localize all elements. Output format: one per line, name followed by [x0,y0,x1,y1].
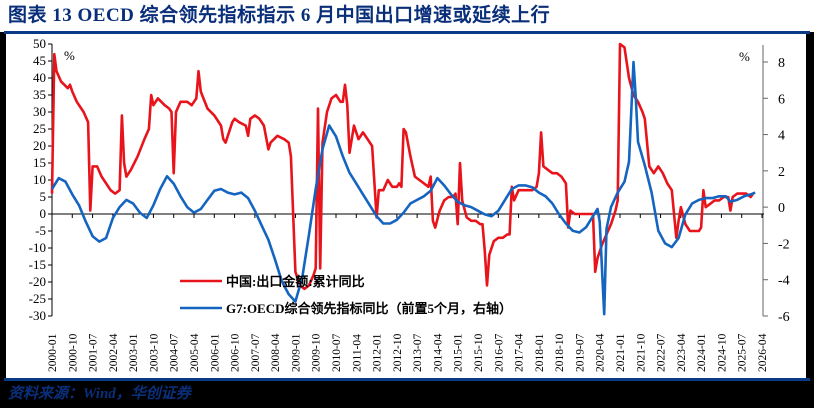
right-axis-tick-label: 4 [778,129,785,144]
x-axis-tick-label: 2018-01 [534,333,546,372]
right-unit-label: % [739,49,750,64]
x-axis-tick-label: 2009-10 [311,333,323,372]
left-axis-tick-label: 30 [33,104,46,119]
x-axis-tick-label: 2008-04 [270,333,282,372]
left-axis-tick-label: 15 [33,155,46,170]
right-axis-tick-label: 0 [778,201,785,216]
chart-title: 图表 13 OECD 综合领先指标指示 6 月中国出口增速或延续上行 [4,2,814,30]
top-rule [4,31,810,34]
legend-label: 中国:出口金额:累计同比 [226,274,365,289]
x-axis-tick-label: 2012-01 [372,333,384,372]
x-axis-tick-label: 2004-07 [169,333,181,372]
left-axis-tick-label: 20 [33,138,46,153]
left-axis-tick-label: 10 [33,172,46,187]
right-axis-tick-label: 6 [778,92,785,107]
left-axis-tick-label: 0 [40,206,47,221]
x-axis-tick-label: 2021-01 [615,333,627,372]
left-axis-tick-label: 45 [33,53,46,68]
x-axis-tick-label: 2021-10 [635,333,647,372]
x-axis-tick-label: 2024-10 [716,333,728,372]
right-axis-tick-label: -2 [778,237,790,252]
x-axis-tick-label: 2006-01 [209,333,221,372]
x-axis-tick-label: 2020-04 [595,333,607,372]
line-chart: 50454035302520151050-5-10-15-20-25-30%86… [29,36,790,372]
left-axis-tick-label: 5 [40,189,47,204]
x-axis-tick-label: 2013-07 [412,333,424,372]
x-axis-tick-label: 2023-04 [676,333,688,372]
x-axis-tick-label: 2022-07 [656,333,668,372]
source-note: 资料来源：Wind，华创证券 [8,386,191,402]
x-axis-tick-label: 2011-04 [351,334,363,372]
right-axis-tick-label: 2 [778,165,785,180]
left-axis-tick-label: -5 [35,223,46,238]
left-axis-tick-label: 50 [33,36,46,51]
series-g7-oecd-cli-line [50,60,756,316]
x-axis-tick-label: 2007-07 [250,333,262,372]
x-axis-tick-label: 2016-07 [493,333,505,372]
x-axis-tick-label: 2003-01 [128,333,140,372]
x-axis-tick-label: 2009-01 [290,333,302,372]
legend-label: G7:OECD综合领先指标同比（前置5个月，右轴） [226,301,512,316]
x-axis-tick-label: 2015-10 [473,333,485,372]
x-axis-tick-label: 2000-10 [67,333,79,372]
left-axis-tick-label: -20 [29,274,46,289]
left-axis-tick-label: 40 [33,70,46,85]
x-axis-tick-label: 2003-10 [148,333,160,372]
right-axis-tick-label: -6 [778,310,790,325]
x-axis-tick-label: 2001-07 [88,333,100,372]
x-axis-tick-label: 2019-07 [574,333,586,372]
x-axis-tick-label: 2024-01 [696,333,708,372]
x-axis-tick-label: 2018-10 [554,333,566,372]
bottom-rule [4,378,810,381]
x-axis-tick-label: 2010-07 [331,333,343,372]
left-axis-tick-label: -30 [29,308,46,323]
chart-panel: 50 45 40 35 30 25 20 15 10 5 0 -5 -10 -15 -20 -25 -30% 8 6… [6,34,806,378]
left-axis-tick-label: 25 [33,121,46,136]
x-axis-tick-label: 2002-04 [108,333,120,372]
x-axis-tick-label: 2005-04 [189,333,201,372]
x-axis-tick-label: 2012-10 [392,333,404,372]
left-axis-tick-label: -10 [29,240,46,255]
left-unit-label: % [64,48,75,63]
right-axis-tick-label: -4 [778,274,790,289]
x-axis-tick-label: 2025-07 [737,333,749,372]
x-axis-tick-label: 2006-10 [230,333,242,372]
x-axis-tick-label: 2017-04 [514,333,526,372]
left-axis-tick-label: -25 [29,291,46,306]
left-axis-tick-label: -15 [29,257,46,272]
left-axis-tick-label: 35 [33,87,46,102]
x-axis-tick-label: 2015-01 [453,333,465,372]
x-axis-tick-label: 2026-04 [757,333,769,372]
right-axis-tick-label: 8 [778,56,785,71]
series-china-export-line [50,42,755,291]
x-axis-tick-label: 2000-01 [47,333,59,372]
x-axis-tick-label: 2014-04 [432,333,444,372]
